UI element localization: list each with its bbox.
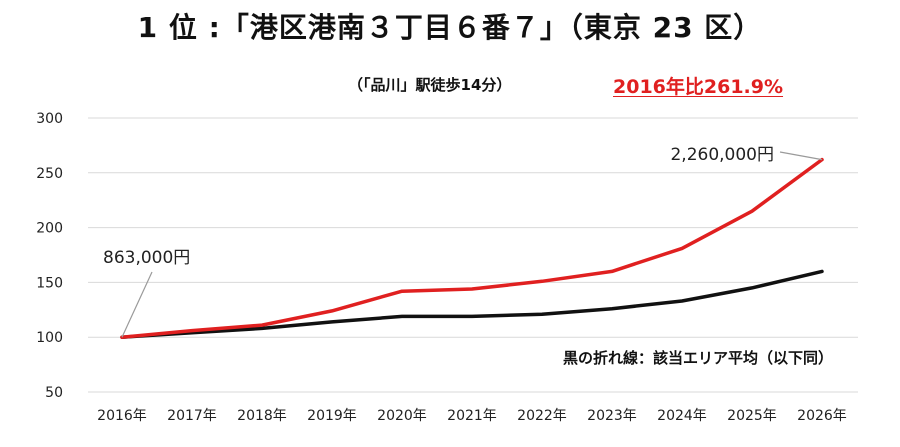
x-tick-label: 2019年	[307, 408, 357, 424]
x-tick-label: 2024年	[657, 408, 707, 424]
x-axis-ticks: 2016年 2017年 2018年 2019年 2020年 2021年 2022年 2023年…	[97, 408, 847, 424]
legend-note: 黒の折れ線：該当エリア平均（以下同）	[563, 349, 833, 367]
x-tick-label: 2026年	[797, 408, 847, 424]
y-tick-label: 100	[36, 330, 63, 346]
annotations: 863,000円 2,260,000円	[103, 145, 823, 338]
x-tick-label: 2022年	[517, 408, 567, 424]
x-tick-label: 2025年	[727, 408, 777, 424]
x-tick-label: 2023年	[587, 408, 637, 424]
annotation-leader-line	[779, 151, 823, 161]
annotation-label: 2,260,000円	[670, 145, 774, 165]
x-tick-label: 2020年	[377, 408, 427, 424]
y-tick-label: 150	[36, 275, 63, 291]
x-tick-label: 2016年	[97, 408, 147, 424]
x-tick-label: 2021年	[447, 408, 497, 424]
y-tick-label: 50	[45, 385, 63, 401]
chart-subtitle: （「品川」駅徒歩14分）	[348, 76, 512, 94]
x-tick-label: 2018年	[237, 408, 287, 424]
y-tick-label: 200	[36, 221, 63, 237]
series-line-red	[120, 157, 824, 339]
annotation-leader-line	[121, 271, 153, 338]
series-line-black	[120, 269, 824, 339]
grid-lines	[88, 117, 858, 393]
annotation-label: 863,000円	[103, 248, 190, 268]
y-axis-ticks: 50 100 150 200 250 300	[36, 111, 63, 401]
x-tick-label: 2017年	[167, 408, 217, 424]
growth-ratio-label: 2016年比261.9%	[613, 76, 784, 98]
y-tick-label: 250	[36, 166, 63, 182]
series-lines	[120, 157, 824, 339]
y-tick-label: 300	[36, 111, 63, 127]
chart-title: 1 位 :「港区港南３丁目６番７」（東京 23 区）	[137, 11, 763, 44]
